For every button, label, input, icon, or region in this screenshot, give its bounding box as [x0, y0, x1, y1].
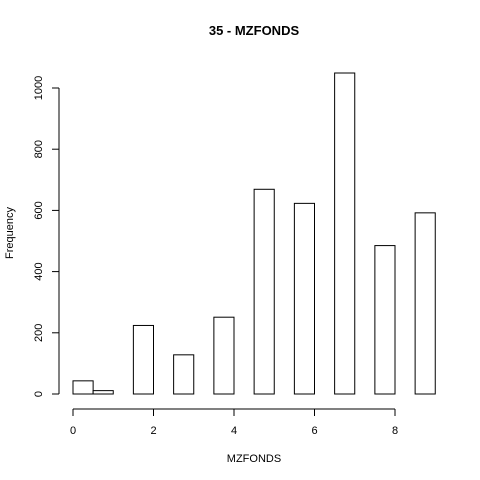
x-axis-label: MZFONDS [227, 453, 281, 465]
histogram-bar [132, 324, 154, 395]
x-tick-label: 2 [150, 425, 156, 437]
x-tick-label: 8 [392, 425, 398, 437]
y-tick-label: 0 [33, 391, 45, 397]
histogram-bar [334, 72, 356, 395]
y-tick-label: 600 [33, 201, 45, 219]
y-tick-label: 400 [33, 262, 45, 280]
histogram-bar [414, 212, 436, 395]
bars-group [72, 72, 436, 395]
y-tick-label: 1000 [33, 76, 45, 100]
histogram-bar [293, 202, 315, 395]
y-axis: 0 200 400 600 800 1000 [33, 76, 60, 397]
histogram-bar [92, 390, 114, 395]
chart-title: 35 - MZFONDS [209, 23, 300, 38]
x-tick-label: 0 [70, 425, 76, 437]
histogram-bar [173, 354, 195, 395]
histogram-bar [374, 245, 396, 395]
x-tick-label: 6 [311, 425, 317, 437]
x-tick-label: 4 [231, 425, 237, 437]
histogram-bar [213, 316, 235, 395]
x-axis: 0 2 4 6 8 [70, 408, 398, 437]
histogram-bar [253, 188, 275, 395]
y-tick-label: 200 [33, 324, 45, 342]
histogram-bar [72, 380, 94, 395]
y-tick-label: 800 [33, 140, 45, 158]
y-axis-label: Frequency [4, 207, 16, 259]
